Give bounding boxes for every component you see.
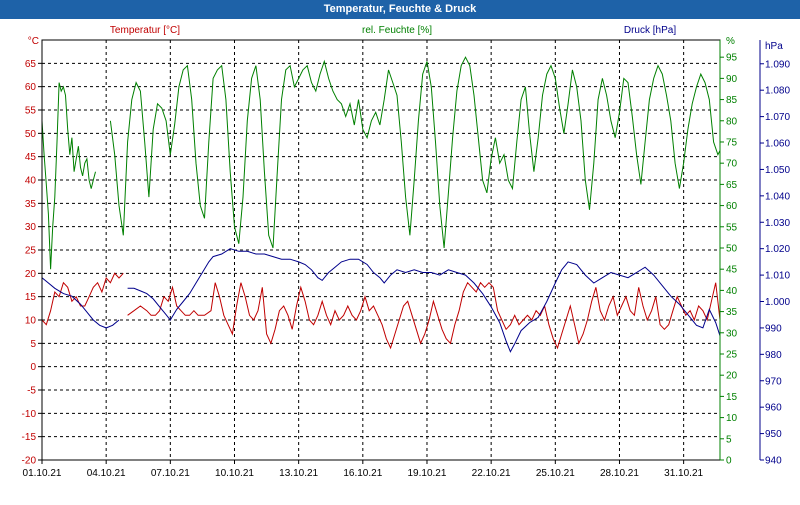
temperature-axis-title: Temperatur [°C] — [110, 25, 180, 36]
humidity-tick-label: 95 — [726, 53, 738, 64]
temperature-tick-label: 30 — [25, 222, 37, 233]
pressure-tick-label: 1.060 — [765, 139, 790, 150]
humidity-tick-label: 0 — [726, 456, 732, 467]
x-tick-label: 22.10.21 — [472, 468, 511, 479]
x-tick-label: 01.10.21 — [23, 468, 62, 479]
humidity-tick-label: 80 — [726, 116, 738, 127]
pressure-tick-label: 980 — [765, 350, 782, 361]
humidity-tick-label: 10 — [726, 413, 738, 424]
humidity-axis-title: rel. Feuchte [%] — [362, 25, 432, 36]
chart-svg: -20-15-10-505101520253035404550556065°C … — [22, 25, 791, 479]
humidity-tick-label: 15 — [726, 392, 738, 403]
pressure-tick-label: 1.040 — [765, 191, 790, 202]
series-line-humidity — [109, 56, 721, 249]
pressure-tick-label: 940 — [765, 456, 782, 467]
humidity-tick-label: 5 — [726, 434, 732, 445]
humidity-tick-label: 85 — [726, 95, 738, 106]
temperature-tick-label: 20 — [25, 269, 37, 280]
temperature-tick-label: 5 — [30, 339, 36, 350]
x-tick-label: 16.10.21 — [343, 468, 382, 479]
temperature-tick-label: -5 — [27, 386, 36, 397]
temperature-tick-label: -20 — [22, 456, 37, 467]
series-line-humidity — [41, 82, 96, 270]
humidity-tick-label: 75 — [726, 137, 738, 148]
window-title: Temperatur, Feuchte & Druck — [0, 0, 800, 19]
pressure-tick-label: 1.010 — [765, 271, 790, 282]
humidity-tick-label: 25 — [726, 349, 738, 360]
temperature-tick-label: 40 — [25, 176, 37, 187]
humidity-tick-label: 55 — [726, 222, 738, 233]
temperature-tick-label: 55 — [25, 106, 37, 117]
pressure-tick-label: 990 — [765, 323, 782, 334]
humidity-tick-label: 30 — [726, 328, 738, 339]
temperature-tick-label: 50 — [25, 129, 37, 140]
plot-series — [41, 56, 721, 353]
temperature-tick-label: 60 — [25, 82, 37, 93]
series-line-temperature — [127, 281, 721, 350]
pressure-tick-label: 1.030 — [765, 218, 790, 229]
humidity-tick-label: 60 — [726, 201, 738, 212]
x-axis: 01.10.21 04.10.21 07.10.21 10.10.21 13.10.21… — [23, 460, 704, 479]
humidity-tick-label: 65 — [726, 180, 738, 191]
humidity-tick-label: 35 — [726, 307, 738, 318]
temperature-tick-label: -10 — [22, 409, 37, 420]
x-tick-label: 04.10.21 — [87, 468, 126, 479]
temperature-tick-label: 10 — [25, 316, 37, 327]
x-tick-label: 10.10.21 — [215, 468, 254, 479]
pressure-tick-label: 970 — [765, 376, 782, 387]
temperature-tick-label: 45 — [25, 152, 37, 163]
temperature-tick-label: 65 — [25, 59, 37, 70]
humidity-tick-label: 70 — [726, 159, 738, 170]
x-tick-label: 25.10.21 — [536, 468, 575, 479]
chart-area: -20 -15 -10 -5 0 5 10 15 20 25 30 35 40 45 50 55 60 65 °C … — [0, 19, 800, 500]
pressure-tick-label: 960 — [765, 403, 782, 414]
pressure-tick-label: 950 — [765, 429, 782, 440]
pressure-tick-label: 1.090 — [765, 59, 790, 70]
temperature-tick-label: -15 — [22, 432, 37, 443]
humidity-tick-label: 90 — [726, 74, 738, 85]
x-tick-label: 07.10.21 — [151, 468, 190, 479]
x-tick-label: 31.10.21 — [664, 468, 703, 479]
temperature-unit-label: °C — [28, 36, 39, 47]
series-line-pressure — [41, 277, 120, 329]
pressure-axis-title: Druck [hPa] — [624, 25, 676, 36]
pressure-tick-label: 1.000 — [765, 297, 790, 308]
humidity-tick-label: 40 — [726, 286, 738, 297]
temperature-tick-label: 0 — [30, 362, 36, 373]
pressure-tick-label: 1.070 — [765, 112, 790, 123]
pressure-tick-label: 1.080 — [765, 86, 790, 97]
grid-lines — [42, 40, 720, 460]
temperature-tick-label: 25 — [25, 246, 37, 257]
humidity-tick-label: 45 — [726, 265, 738, 276]
series-line-temperature — [41, 272, 124, 326]
x-tick-label: 19.10.21 — [408, 468, 447, 479]
temperature-axis: -20 -15 -10 -5 0 5 10 15 20 25 30 35 40 45 50 55 60 65 °C — [22, 36, 42, 467]
temperature-tick-label: 35 — [25, 199, 37, 210]
pressure-axis: 940 950 960 970 980 990 1.000 1.010 1.020 1.030 1.… — [759, 40, 790, 467]
x-tick-label: 28.10.21 — [600, 468, 639, 479]
humidity-tick-label: 20 — [726, 371, 738, 382]
humidity-axis: 0 5 10 15 20 25 30 35 40 45 50 55 60 65 70 75 80 85 90 95% — [719, 36, 738, 467]
humidity-tick-label: 50 — [726, 243, 738, 254]
humidity-unit-label: % — [726, 36, 735, 47]
pressure-tick-label: 1.050 — [765, 165, 790, 176]
axis-titles: Temperatur [°C] rel. Feuchte [%] Druck [hP… — [110, 25, 676, 36]
pressure-tick-label: 1.020 — [765, 244, 790, 255]
pressure-unit-label: hPa — [765, 41, 783, 52]
temperature-tick-label: 15 — [25, 292, 37, 303]
series-line-pressure — [127, 248, 721, 353]
x-tick-label: 13.10.21 — [279, 468, 318, 479]
